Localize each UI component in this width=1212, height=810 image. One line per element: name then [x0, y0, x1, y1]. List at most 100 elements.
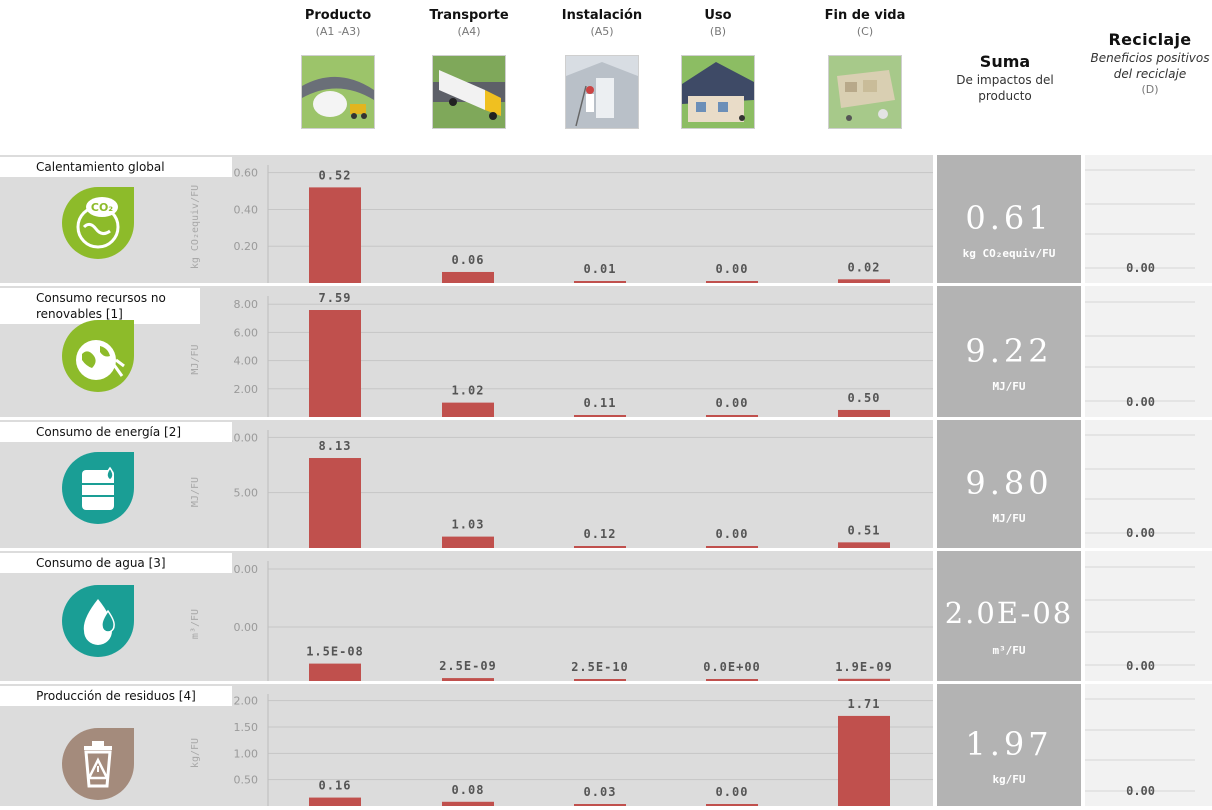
bar	[838, 715, 890, 806]
y-tick-label: 0.40	[234, 203, 259, 216]
bar	[838, 409, 890, 417]
bar	[309, 310, 361, 417]
y-axis-label: kg/FU	[190, 738, 201, 768]
bar-value-label: 0.16	[319, 779, 352, 793]
bar	[442, 801, 494, 806]
bar	[838, 678, 890, 681]
y-tick-label: 2.00	[234, 383, 259, 396]
y-tick-label: 0.60	[234, 167, 259, 180]
stage-title: Fin de vida	[824, 8, 906, 23]
sum-unit: kg/FU	[992, 773, 1026, 786]
recycling-gridlines	[1085, 169, 1195, 269]
bar-value-label: 8.13	[319, 439, 352, 453]
waste-bin-icon	[58, 724, 138, 804]
bar-value-label: 7.59	[319, 291, 352, 305]
bar	[442, 536, 494, 548]
recycling-value: 0.00	[1126, 659, 1155, 673]
energy-barrel-icon	[58, 448, 138, 528]
bar	[309, 458, 361, 548]
impact-category-label: Consumo de agua [3]	[0, 553, 232, 573]
impact-row: 8.00 6.00 4.00 2.00 MJ/FU 7.59 1.02 0.11 0.00 0.5…	[0, 286, 1212, 417]
recycling-panel: 0.00	[1085, 684, 1212, 806]
recycling-panel: 0.00	[1085, 551, 1212, 681]
bar	[706, 546, 758, 548]
bar-value-label: 0.51	[848, 523, 881, 537]
stage-code: (A1 -A3)	[315, 25, 361, 38]
y-tick-label: 4.00	[234, 355, 259, 368]
stage-code: (C)	[856, 25, 874, 38]
production-illustration	[301, 55, 375, 129]
y-tick-label: 10.00	[227, 431, 259, 444]
bar	[574, 679, 626, 681]
bar-value-label: 0.02	[848, 260, 881, 274]
impact-category-text: Calentamiento global	[36, 160, 165, 174]
sum-unit: MJ/FU	[992, 512, 1026, 525]
recycling-value: 0.00	[1126, 526, 1155, 540]
y-axis-label: kg CO₂equiv/FU	[190, 185, 201, 269]
recycling-title: Reciclaje	[1108, 30, 1192, 49]
bar	[706, 415, 758, 417]
stage-title: Uso	[704, 8, 732, 23]
bar-value-label: 0.50	[848, 391, 881, 405]
bar-chart-svg: 10.00 5.00 MJ/FU 8.13 1.03 0.12 0.00 0.51	[190, 430, 933, 548]
bar	[838, 279, 890, 283]
sum-panel: 0.61 kg CO₂equiv/FU	[937, 155, 1081, 283]
impact-category-label: Consumo recursos no renovables [1]	[0, 288, 200, 324]
impact-row: 0.60 0.40 0.20 kg CO₂equiv/FU 0.52 0.06 0.01 0.…	[0, 155, 1212, 283]
bar-value-label: 1.02	[452, 384, 485, 398]
house-illustration	[681, 55, 755, 129]
bar-value-label: 0.00	[716, 262, 749, 276]
sum-value: 0.61	[965, 199, 1053, 237]
stage-title: Instalación	[561, 8, 643, 23]
bar	[706, 679, 758, 681]
stage-code: (B)	[709, 25, 727, 38]
bar-value-label: 0.12	[584, 527, 617, 541]
impact-category-label: Calentamiento global	[0, 157, 232, 177]
recycling-panel: 0.00	[1085, 420, 1212, 548]
sum-value: 2.0E-08	[944, 596, 1074, 630]
recycling-gridlines	[1085, 301, 1195, 402]
bar	[309, 187, 361, 283]
sum-unit: kg CO₂equiv/FU	[962, 247, 1056, 260]
stage-header-producto: Producto (A1 -A3)	[283, 8, 393, 129]
stage-header-instalacion: Instalación (A5)	[547, 8, 657, 129]
bar-value-label: 1.03	[452, 518, 485, 532]
bar-value-label: 0.01	[584, 262, 617, 276]
impact-row: 0.00 0.00 m³/FU 1.5E-08 2.5E-09 2.5E-10 0.0E+0…	[0, 551, 1212, 681]
y-tick-label: 0.00	[234, 563, 259, 576]
bar-value-label: 0.06	[452, 253, 485, 267]
bar-chart-svg: 2.00 1.50 1.00 0.50 kg/FU 0.16 0.08 0.03 0.00 1.7…	[190, 694, 933, 806]
sum-panel: 2.0E-08 m³/FU	[937, 551, 1081, 681]
recycling-gridlines	[1085, 698, 1195, 792]
bar	[442, 271, 494, 283]
sum-value: 9.22	[965, 331, 1053, 370]
bar-value-label: 0.00	[716, 785, 749, 799]
stage-header-transporte: Transporte (A4)	[414, 8, 524, 129]
impact-row: 2.00 1.50 1.00 0.50 kg/FU 0.16 0.08 0.03 0.00 1.7…	[0, 684, 1212, 806]
y-tick-label: 0.20	[234, 240, 259, 253]
sum-panel: 9.80 MJ/FU	[937, 420, 1081, 548]
impact-row: 10.00 5.00 MJ/FU 8.13 1.03 0.12 0.00 0.51 Consum…	[0, 420, 1212, 548]
sum-panel: 1.97 kg/FU	[937, 684, 1081, 806]
recycling-header: Reciclaje Beneficios positivos del recic…	[1090, 30, 1210, 97]
bar	[838, 542, 890, 548]
bar	[574, 804, 626, 806]
stage-header-fin-de-vida: Fin de vida (C)	[810, 8, 920, 129]
stage-code: (A4)	[457, 25, 481, 38]
co2-earth-icon: CO₂	[58, 183, 138, 263]
y-tick-label: 1.00	[234, 747, 259, 760]
y-tick-label: 8.00	[234, 298, 259, 311]
bar	[442, 402, 494, 417]
stage-code: (A5)	[590, 25, 614, 38]
bar-value-label: 1.9E-09	[835, 660, 893, 674]
impact-category-text: Consumo de energía [2]	[36, 425, 182, 439]
recycling-gridlines	[1085, 566, 1195, 666]
bar-value-label: 1.5E-08	[306, 645, 364, 659]
bar	[574, 546, 626, 548]
stage-header-uso: Uso (B)	[663, 8, 773, 129]
recycling-value: 0.00	[1126, 784, 1155, 798]
recycling-panel: 0.00	[1085, 155, 1212, 283]
bar	[309, 663, 361, 681]
impact-category-label: Consumo de energía [2]	[0, 422, 232, 442]
